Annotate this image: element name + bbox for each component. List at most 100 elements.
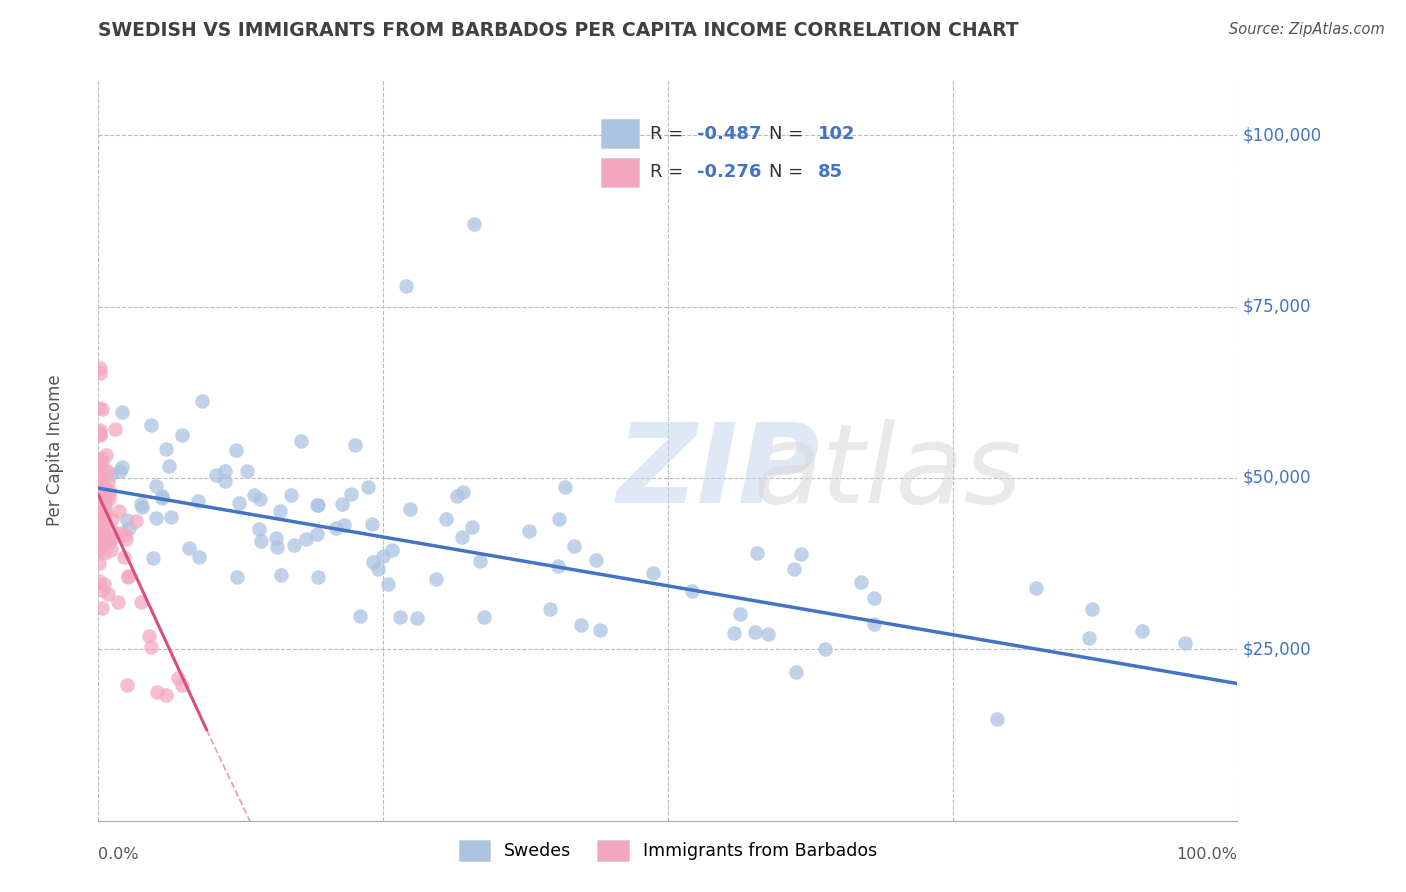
Point [377, 576, 399, 591]
Point [814, 642, 837, 657]
Point [349, 608, 371, 623]
Point [290, 434, 312, 448]
Point [89, 490, 111, 504]
Text: -0.276: -0.276 [696, 163, 761, 181]
Point [93, 519, 115, 533]
Point [399, 501, 422, 516]
Point [226, 569, 249, 583]
Point [91, 516, 114, 530]
Point [405, 611, 427, 625]
Point [562, 540, 585, 554]
Point [87, 456, 110, 470]
Point [100, 532, 122, 546]
Point [188, 549, 211, 564]
Point [728, 607, 751, 622]
Point [269, 504, 291, 518]
Point [89, 482, 111, 496]
Point [474, 609, 496, 624]
Point [214, 474, 236, 488]
Point [89, 427, 111, 442]
Point [112, 549, 135, 564]
FancyBboxPatch shape [602, 120, 638, 148]
Point [97, 536, 120, 550]
Point [305, 527, 328, 541]
Point [97, 587, 120, 601]
Point [89, 423, 111, 437]
Point [93, 577, 115, 591]
Point [236, 464, 259, 478]
Point [89, 537, 111, 551]
Point [371, 549, 394, 563]
Point [87, 458, 110, 472]
Point [110, 525, 132, 540]
Point [89, 453, 111, 467]
Point [90, 451, 112, 466]
Point [97, 492, 120, 507]
Point [325, 521, 347, 535]
Point [96, 448, 118, 462]
Point [167, 671, 190, 685]
Point [90, 518, 112, 533]
Point [214, 464, 236, 478]
Point [91, 519, 114, 533]
Point [117, 570, 139, 584]
Point [1078, 632, 1101, 646]
Point [87, 507, 110, 521]
Point [548, 512, 571, 526]
Point [129, 498, 152, 512]
Point [89, 522, 111, 536]
Point [98, 484, 121, 499]
Point [343, 438, 366, 452]
Point [90, 537, 112, 551]
Point [90, 533, 112, 548]
Point [745, 546, 768, 560]
Point [87, 401, 110, 416]
Point [785, 665, 807, 679]
Point [94, 482, 117, 496]
Text: Source: ZipAtlas.com: Source: ZipAtlas.com [1229, 22, 1385, 37]
Point [187, 493, 209, 508]
Point [90, 475, 112, 489]
Point [103, 524, 125, 539]
Point [89, 504, 111, 518]
Point [150, 491, 173, 505]
Point [367, 561, 389, 575]
Point [111, 405, 134, 419]
Text: $25,000: $25,000 [1243, 640, 1312, 658]
Point [380, 543, 402, 558]
Point [107, 595, 129, 609]
Text: atlas: atlas [754, 419, 1022, 526]
Point [851, 575, 873, 590]
Text: Per Capita Income: Per Capita Income [46, 375, 65, 526]
Point [225, 443, 247, 458]
Point [97, 486, 120, 500]
Point [157, 459, 180, 474]
Point [90, 601, 112, 615]
Point [547, 559, 569, 574]
Point [115, 532, 138, 546]
Point [270, 568, 292, 582]
Point [247, 522, 270, 536]
Point [89, 366, 111, 380]
Point [150, 489, 173, 503]
Point [87, 476, 110, 491]
Point [388, 610, 411, 624]
Point [104, 422, 127, 436]
Point [470, 554, 492, 568]
Text: 102: 102 [818, 125, 855, 143]
Point [283, 538, 305, 552]
Point [589, 624, 612, 638]
Point [1025, 582, 1047, 596]
Point [115, 512, 138, 526]
Point [451, 485, 474, 500]
Point [280, 488, 302, 502]
Point [89, 500, 111, 515]
Text: 100.0%: 100.0% [1177, 847, 1237, 862]
Text: 0.0%: 0.0% [98, 847, 139, 862]
Point [114, 528, 136, 542]
Point [145, 479, 167, 493]
Point [100, 512, 122, 526]
Text: $75,000: $75,000 [1243, 298, 1312, 316]
Point [1081, 602, 1104, 616]
Point [87, 465, 110, 479]
